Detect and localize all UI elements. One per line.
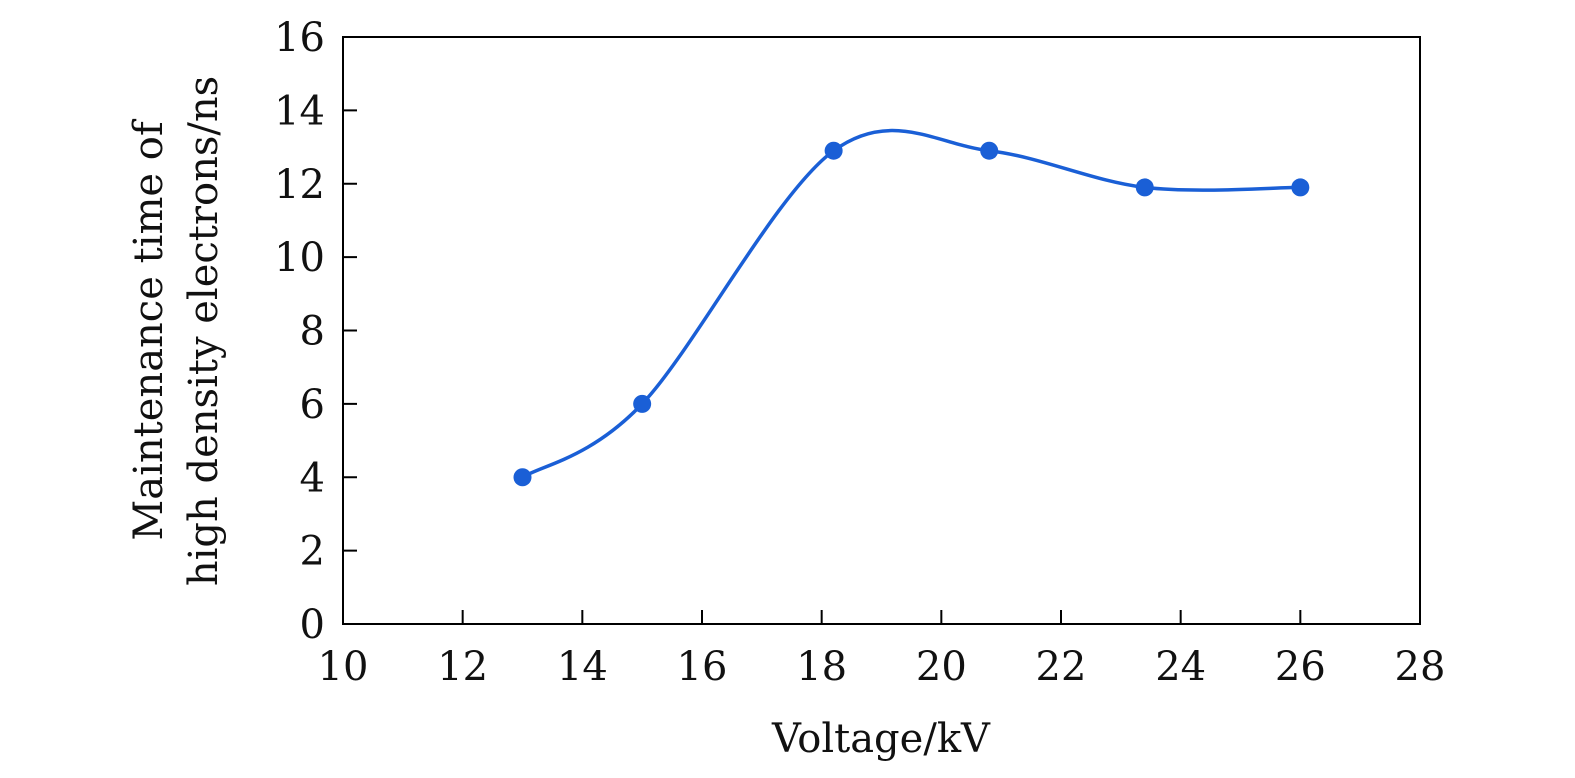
y-axis-ticks: 0 2 4 6 8 10 12 14 16 — [274, 15, 357, 648]
x-axis-title: Voltage/kV — [771, 716, 991, 762]
y-axis-title-line-1: Maintenance time of — [126, 118, 172, 541]
data-point — [513, 468, 532, 487]
y-tick-label: 12 — [274, 162, 325, 208]
data-point — [1291, 178, 1310, 197]
y-tick-label: 16 — [274, 15, 325, 61]
y-tick-label: 4 — [300, 455, 325, 501]
data-point — [824, 141, 843, 160]
y-tick-label: 6 — [300, 382, 325, 428]
data-point — [1135, 178, 1154, 197]
x-tick-label: 26 — [1275, 644, 1326, 690]
data-point — [633, 394, 652, 413]
x-tick-label: 16 — [677, 644, 728, 690]
y-tick-label: 8 — [300, 309, 325, 355]
y-tick-label: 2 — [300, 529, 325, 575]
x-axis-ticks: 10 12 14 16 18 20 22 24 26 28 — [318, 610, 1446, 690]
y-tick-label: 14 — [274, 88, 325, 134]
x-tick-label: 10 — [318, 644, 369, 690]
x-tick-label: 28 — [1395, 644, 1446, 690]
x-tick-label: 18 — [796, 644, 847, 690]
series-line — [521, 128, 1301, 479]
x-tick-label: 12 — [437, 644, 488, 690]
x-tick-label: 22 — [1036, 644, 1087, 690]
plot-frame — [342, 36, 1421, 625]
x-tick-label: 14 — [557, 644, 608, 690]
y-tick-label: 0 — [300, 602, 325, 648]
y-tick-label: 10 — [274, 235, 325, 281]
y-axis-title-line-2: high density electrons/ns — [181, 76, 227, 586]
x-tick-label: 24 — [1155, 644, 1206, 690]
data-point — [980, 141, 999, 160]
x-tick-label: 20 — [916, 644, 967, 690]
series-layer — [513, 128, 1310, 487]
